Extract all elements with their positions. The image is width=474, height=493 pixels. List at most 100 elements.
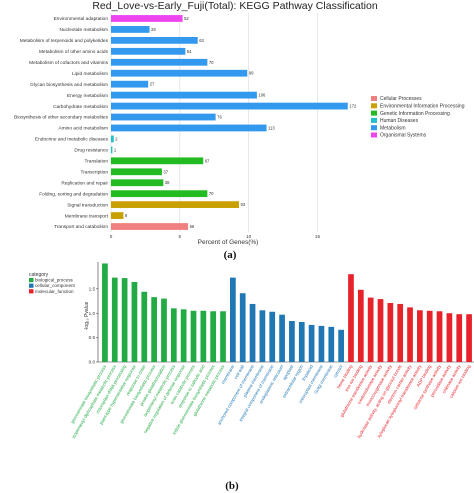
go-bar [367, 297, 374, 362]
go-bar [338, 329, 344, 362]
kegg-category-label: Nucleotide metabolism [59, 27, 108, 33]
kegg-category-label: Metabolism of cofactors and vitamins [29, 60, 109, 66]
kegg-bar-value: 1 [114, 147, 117, 152]
kegg-x-tick-label: 15 [315, 234, 321, 239]
kegg-bar [111, 102, 348, 110]
go-legend-label: biological_process [35, 278, 73, 283]
go-bar [190, 310, 197, 362]
kegg-legend-swatch [371, 110, 377, 116]
kegg-bar-value: 27 [150, 82, 155, 87]
kegg-legend-label: Cellular Processes [380, 96, 422, 102]
go-bar [111, 277, 118, 362]
kegg-category-label: Signal transduction [67, 202, 108, 208]
kegg-bar [111, 80, 149, 88]
kegg-bar-value: 38 [165, 180, 170, 185]
kegg-category-label: Lipid metabolism [72, 71, 108, 77]
kegg-legend-swatch [371, 103, 377, 109]
kegg-bar [111, 47, 186, 55]
kegg-bar-value: 172 [349, 104, 357, 109]
kegg-bars: 52 28 63 54 70 99 27 106 172 76 113 2 1 67 37 38 70 93 9 56 [111, 15, 357, 230]
go-bar [387, 302, 394, 362]
go-legend-swatch [29, 278, 34, 283]
kegg-category-label: Transcription [80, 169, 108, 175]
go-y-tick-label: 1.5 [89, 286, 96, 291]
go-bar [436, 311, 443, 362]
kegg-category-label: Endocrine and metabolic diseases [35, 137, 109, 143]
go-legend-swatch [29, 289, 34, 294]
go-bar [131, 282, 138, 362]
kegg-bar-value: 28 [151, 27, 156, 32]
kegg-category-label: Biosynthesis of other secondary metaboli… [14, 115, 108, 121]
kegg-legend-swatch [371, 117, 377, 123]
go-legend: categorybiological_processcellular_compo… [29, 272, 76, 294]
go-bar [141, 291, 148, 362]
go-y-ticks: 0.0 0.5 1.0 1.5 [89, 286, 98, 365]
kegg-bar [111, 15, 183, 22]
kegg-bar [111, 146, 113, 154]
go-bar [466, 314, 472, 362]
go-bar [170, 308, 177, 362]
kegg-category-label: Amino acid metabolism [58, 126, 108, 132]
go-bar [417, 310, 423, 362]
kegg-category-label: Metabolism of other amino acids [39, 49, 109, 55]
go-bar [269, 311, 276, 362]
kegg-bar [111, 91, 257, 99]
kegg-x-ticks: 0 5 10 15 [110, 234, 321, 239]
kegg-bar-value: 76 [217, 115, 222, 120]
go-legend-title: category [29, 272, 49, 278]
kegg-category-label: Glycan biosynthesis and metabolism [30, 82, 108, 88]
kegg-category-label: Replication and repair [61, 180, 108, 186]
go-legend-label: molecular_function [35, 289, 74, 294]
kegg-bar-value: 99 [249, 71, 254, 76]
kegg-legend-swatch [371, 96, 377, 101]
go-bar [328, 326, 335, 362]
kegg-x-tick-label: 5 [179, 234, 182, 239]
go-bar [239, 293, 246, 362]
kegg-bar-value: 2 [115, 136, 118, 141]
go-bar [102, 263, 108, 362]
kegg-title: Red_Love-vs-Early_Fuji(Total): KEGG Path… [92, 0, 378, 12]
caption-a: (a) [224, 249, 237, 261]
go-bar [121, 278, 128, 362]
kegg-bar [111, 26, 150, 33]
kegg-bar-value: 52 [184, 16, 189, 21]
go-term-label: cytosol [332, 364, 343, 378]
go-panel: -log₁₀ Pvalue 0.0 0.5 1.0 1.5 glucosinolate… [29, 262, 474, 492]
kegg-bar-value: 106 [258, 93, 266, 98]
go-bar [397, 303, 404, 362]
kegg-legend-label: Metabolism [380, 125, 406, 131]
kegg-legend-swatch [371, 132, 377, 138]
kegg-legend-label: Environmental Information Processing [380, 104, 465, 110]
kegg-bar [111, 58, 208, 66]
kegg-panel: Red_Love-vs-Early_Fuji(Total): KEGG Path… [14, 0, 465, 261]
kegg-category-labels: Environmental adaptation Nucleotide metab… [14, 16, 109, 230]
kegg-bar [111, 135, 114, 143]
kegg-bar [111, 190, 208, 198]
kegg-bar [111, 69, 248, 77]
kegg-x-axis-label: Percent of Genes(%) [198, 239, 259, 246]
go-legend-swatch [29, 283, 34, 288]
kegg-legend-label: Human Diseases [380, 118, 419, 124]
go-y-tick-label: 0.0 [89, 360, 96, 365]
kegg-category-label: Translation [84, 159, 108, 165]
go-bar [308, 324, 315, 362]
caption-b: (b) [225, 480, 239, 492]
kegg-bar-value: 67 [205, 158, 210, 163]
kegg-bar [111, 168, 162, 176]
kegg-bar [111, 212, 124, 219]
go-bar [446, 313, 453, 362]
kegg-x-tick-label: 10 [246, 234, 252, 239]
kegg-category-label: Folding, sorting and degradation [39, 191, 108, 197]
kegg-bar-value: 70 [209, 60, 214, 65]
kegg-bar-value: 37 [163, 169, 168, 174]
go-bar [230, 277, 236, 362]
kegg-plot-area [111, 13, 345, 232]
go-bar [259, 310, 266, 362]
go-bar [279, 314, 285, 362]
go-bar [298, 322, 305, 362]
go-bar [377, 299, 384, 362]
go-bar [161, 298, 167, 362]
go-bar [318, 325, 325, 362]
kegg-bar-value: 54 [187, 49, 192, 54]
go-bar [289, 321, 295, 362]
